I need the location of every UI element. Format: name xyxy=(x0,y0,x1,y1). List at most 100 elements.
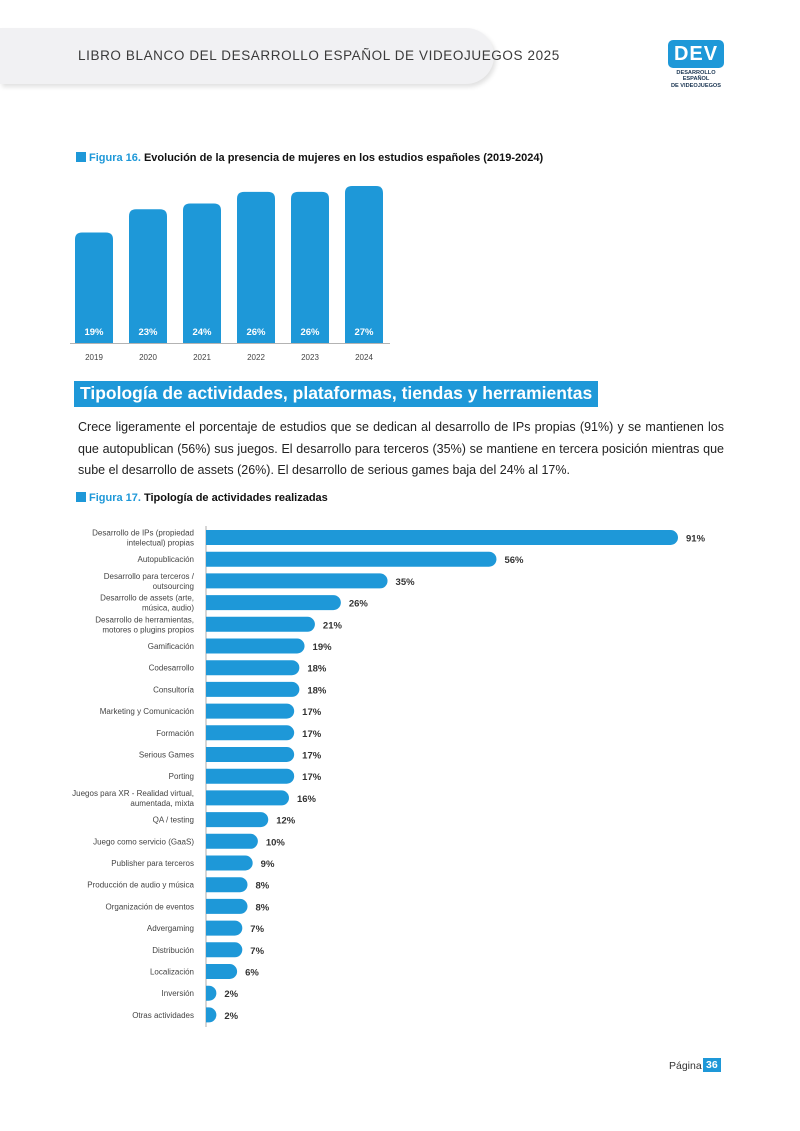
bar-value-label: 7% xyxy=(250,924,264,935)
bar-value-label: 91% xyxy=(686,534,706,545)
logo-subtitle-line-1: DESARROLLO ESPAÑOL xyxy=(676,70,716,83)
x-tick-label: 2023 xyxy=(301,353,319,362)
section-paragraph: Crece ligeramente el porcentaje de estud… xyxy=(78,420,724,477)
bar-value-label: 9% xyxy=(261,859,275,870)
bar-value-label: 19% xyxy=(84,327,104,338)
bar-16 xyxy=(206,855,253,871)
bar-value-label: 2% xyxy=(224,1011,238,1022)
category-label: Advergaming xyxy=(147,924,194,933)
figure-17-caption: Figura 17. Tipología de actividades reali… xyxy=(76,492,328,504)
bar-value-label: 8% xyxy=(255,902,269,913)
bar-value-label: 23% xyxy=(138,327,158,338)
bar-19 xyxy=(206,920,243,936)
figure-17-title: Tipología de actividades realizadas xyxy=(143,492,328,504)
bar-value-label: 27% xyxy=(354,327,374,338)
bar-value-label: 26% xyxy=(246,327,266,338)
category-label: Porting xyxy=(169,772,194,781)
bar-value-label: 16% xyxy=(297,794,317,805)
figure-16-title: Evolución de la presencia de mujeres en … xyxy=(143,152,544,164)
bar-2024 xyxy=(345,186,383,343)
bar-20 xyxy=(206,942,243,958)
category-label: Gamificación xyxy=(148,642,194,651)
figure-16-caption: Figura 16. Evolución de la presencia de m… xyxy=(76,152,543,164)
bar-15 xyxy=(206,833,258,849)
category-label: Otras actividades xyxy=(132,1011,194,1020)
figure-16-label: Figura 16. xyxy=(89,152,141,164)
bar-value-label: 26% xyxy=(300,327,320,338)
bar-2020 xyxy=(129,209,167,343)
bar-10 xyxy=(206,725,295,741)
category-label: Producción de audio y música xyxy=(87,881,194,890)
logo-mark: DEV xyxy=(668,40,724,68)
bar-value-label: 17% xyxy=(302,729,322,740)
bar-12 xyxy=(206,768,295,784)
page-label: Página xyxy=(669,1060,702,1072)
category-label: Desarrollo de IPs (propiedad intelectual)… xyxy=(92,529,194,548)
bar-9 xyxy=(206,703,295,719)
header-banner xyxy=(0,28,494,84)
bar-13 xyxy=(206,790,289,806)
bar-value-label: 7% xyxy=(250,946,264,957)
logo-subtitle-line-2: DE VIDEOJUEGOS xyxy=(670,82,722,89)
category-label: Desarrollo de herramientas, motores o plu… xyxy=(95,615,194,634)
bar-2 xyxy=(206,551,497,567)
category-label: Juegos para XR - Realidad virtual, aument… xyxy=(72,789,194,808)
x-tick-label: 2021 xyxy=(193,353,211,362)
bar-14 xyxy=(206,812,269,828)
x-tick-label: 2024 xyxy=(355,353,373,362)
category-label: Desarrollo para terceros / outsourcing xyxy=(104,572,195,591)
x-tick-label: 2022 xyxy=(247,353,265,362)
bar-value-label: 18% xyxy=(307,685,327,696)
bar-value-label: 18% xyxy=(307,664,327,675)
bar-2022 xyxy=(237,191,275,343)
category-label: Distribución xyxy=(152,946,194,955)
category-label: Juego como servicio (GaaS) xyxy=(93,837,194,846)
category-label: Marketing y Comunicación xyxy=(100,707,194,716)
category-label: Autopublicación xyxy=(138,555,194,564)
category-label: Consultoría xyxy=(153,685,194,694)
bar-2019 xyxy=(75,232,113,343)
logo-subtitle: DESARROLLO ESPAÑOL DE VIDEOJUEGOS xyxy=(666,70,726,89)
figure-17-label: Figura 17. xyxy=(89,492,141,504)
bar-value-label: 17% xyxy=(302,751,322,762)
bar-2021 xyxy=(183,203,221,343)
bar-8 xyxy=(206,681,300,697)
bar-7 xyxy=(206,660,300,676)
caption-square-icon xyxy=(76,492,86,502)
category-label: Organización de eventos xyxy=(106,902,195,911)
bar-value-label: 56% xyxy=(504,555,524,566)
x-tick-label: 2019 xyxy=(85,353,103,362)
bar-23 xyxy=(206,1007,217,1023)
bar-21 xyxy=(206,964,238,979)
bar-value-label: 21% xyxy=(323,620,343,631)
bar-value-label: 8% xyxy=(255,881,269,892)
category-label: Codesarrollo xyxy=(149,664,195,673)
bar-value-label: 6% xyxy=(245,968,259,979)
x-tick-label: 2020 xyxy=(139,353,157,362)
category-label: Localización xyxy=(150,968,194,977)
bar-4 xyxy=(206,595,341,611)
bar-value-label: 17% xyxy=(302,772,322,783)
bar-1 xyxy=(206,530,679,545)
page-number: 36 xyxy=(703,1058,721,1072)
bar-value-label: 17% xyxy=(302,707,322,718)
category-label: Inversión xyxy=(162,989,194,998)
bar-22 xyxy=(206,985,217,1001)
caption-square-icon xyxy=(76,152,86,162)
category-label: QA / testing xyxy=(153,816,194,825)
women-presence-bar-chart: 19% 2019 23% 2020 24% 2021 26% 2022 26% 2023 27% 20… xyxy=(70,186,390,362)
category-label: Publisher para terceros xyxy=(111,859,194,868)
bar-6 xyxy=(206,638,305,654)
category-label: Serious Games xyxy=(139,751,194,760)
document-title: LIBRO BLANCO DEL DESARROLLO ESPAÑOL DE V… xyxy=(78,48,560,63)
bar-value-label: 12% xyxy=(276,816,296,827)
bar-value-label: 10% xyxy=(266,837,286,848)
bar-5 xyxy=(206,616,315,632)
bar-3 xyxy=(206,573,388,589)
section-heading: Tipología de actividades, plataformas, t… xyxy=(74,381,599,407)
bar-17 xyxy=(206,877,248,893)
category-label: Desarrollo de assets (arte, música, audio… xyxy=(100,594,194,613)
bar-value-label: 35% xyxy=(396,577,416,588)
bar-value-label: 24% xyxy=(192,327,212,338)
bar-18 xyxy=(206,898,248,914)
